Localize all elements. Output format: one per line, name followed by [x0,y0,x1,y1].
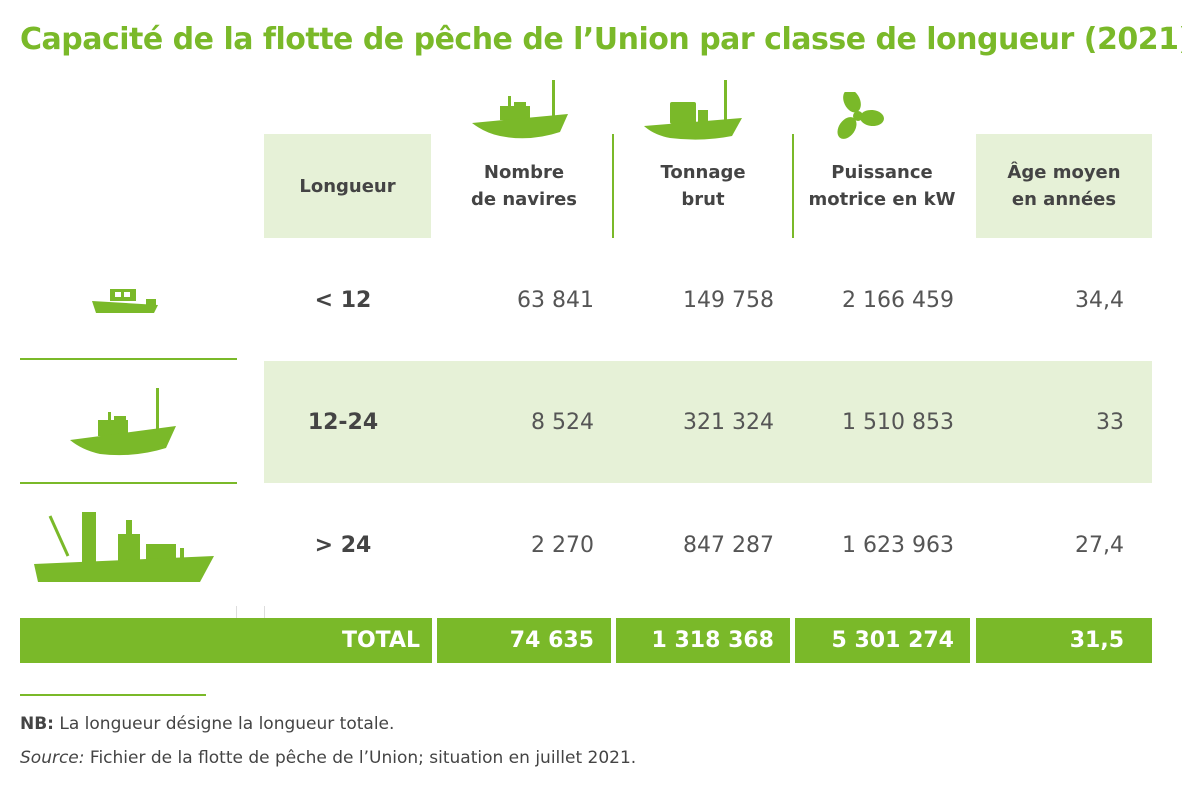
total-bar [795,618,970,663]
header-tonnage: Tonnage brut [614,134,792,238]
small-boat-icon [88,285,160,317]
row-length: 12-24 [307,410,379,435]
page-title: Capacité de la flotte de pêche de l’Unio… [20,22,1182,57]
cargo-vessel-icon [642,78,744,140]
header-power-line2: motrice en kW [808,189,956,210]
header-age-cell [976,134,1152,238]
row-power: 1 510 853 [842,410,954,435]
row-length: > 24 [314,533,372,558]
row-age: 34,4 [1075,288,1124,313]
header-tonnage-line2: brut [681,189,725,210]
total-bar [976,618,1152,663]
header-vessels-line2: de navires [470,189,578,210]
divider [20,482,237,484]
row-band [264,361,1152,483]
row-length: < 12 [314,288,372,313]
total-tonnage: 1 318 368 [651,628,774,653]
row-tonnage: 321 324 [683,410,774,435]
row-vessels: 63 841 [517,288,594,313]
nb-label: NB: [20,714,54,734]
nb-note: NB: La longueur désigne la longueur tota… [20,714,394,734]
total-age: 31,5 [1069,628,1124,653]
row-power: 2 166 459 [842,288,954,313]
divider [612,134,614,238]
source-text: Fichier de la flotte de pêche de l’Union… [84,748,637,768]
header-vessels-line1: Nombre [483,162,565,183]
large-ship-icon [30,510,216,586]
total-bar [437,618,611,663]
header-power-line1: Puissance [831,162,933,183]
source-label: Source: [20,748,85,768]
divider [236,606,237,618]
row-vessels: 8 524 [531,410,594,435]
row-tonnage: 847 287 [683,533,774,558]
header-age-line2: en années [1011,189,1117,210]
divider [792,134,794,238]
header-tonnage-line1: Tonnage [660,162,746,183]
total-label: TOTAL [341,628,420,653]
header-vessels: Nombre de navires [436,134,612,238]
divider [20,358,237,360]
row-age: 27,4 [1075,533,1124,558]
row-vessels: 2 270 [531,533,594,558]
propeller-icon [834,92,884,140]
nb-text: La longueur désigne la longueur totale. [53,714,395,734]
total-power: 5 301 274 [831,628,954,653]
header-length-cell [264,134,431,238]
divider [264,606,265,618]
row-power: 1 623 963 [842,533,954,558]
total-bar [20,618,432,663]
total-vessels: 74 635 [509,628,594,653]
total-bar [616,618,790,663]
trawler-icon [68,386,180,458]
fishing-trawler-icon [470,78,570,140]
header-age-line1: Âge moyen [1007,162,1121,183]
row-tonnage: 149 758 [683,288,774,313]
divider [20,694,206,696]
header-length: Longueur [299,175,396,197]
header-age: Âge moyen en années [976,134,1152,238]
header-power: Puissance motrice en kW [794,134,970,238]
row-age: 33 [1096,410,1124,435]
source-note: Source: Fichier de la flotte de pêche de… [20,748,636,768]
